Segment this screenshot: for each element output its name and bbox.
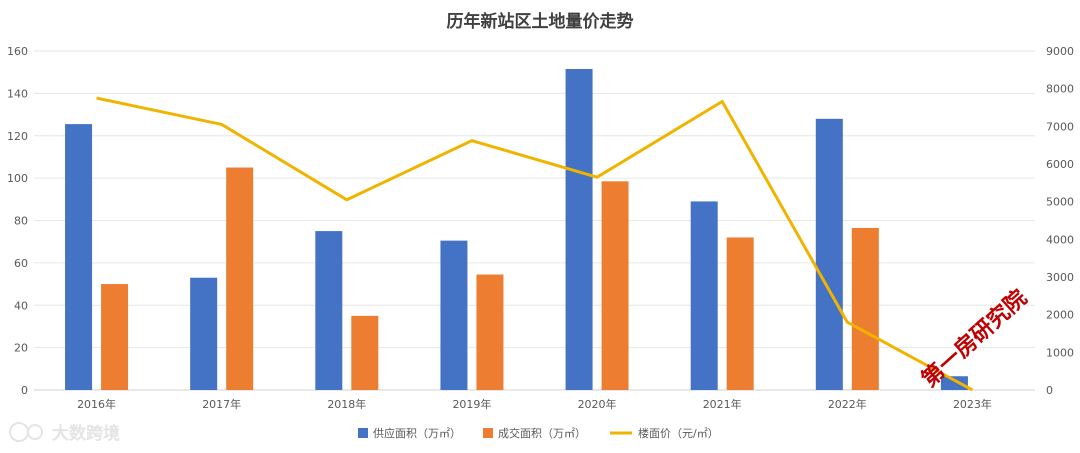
line-series bbox=[96, 96, 974, 392]
left-tick-label: 120 bbox=[7, 130, 28, 143]
x-axis-ticks: 2016年 2017年 2018年 2019年 2020年 2021年 2022年 2023年 bbox=[77, 397, 992, 411]
bar-transaction bbox=[601, 181, 629, 390]
right-tick-label: 0 bbox=[1046, 384, 1053, 397]
right-tick-label: 6000 bbox=[1046, 158, 1074, 171]
x-tick-label: 2017年 bbox=[202, 397, 241, 411]
logo-icon bbox=[9, 422, 43, 442]
right-tick-label: 8000 bbox=[1046, 83, 1074, 96]
x-tick-label: 2021年 bbox=[703, 397, 742, 411]
bar-supply bbox=[565, 69, 593, 391]
bar-supply bbox=[940, 376, 968, 390]
right-tick-label: 4000 bbox=[1046, 233, 1074, 246]
bar-supply bbox=[690, 201, 718, 390]
legend-swatch bbox=[358, 428, 368, 438]
legend-label: 供应面积（万㎡） bbox=[373, 426, 461, 440]
bar-transaction bbox=[851, 227, 879, 390]
x-tick-label: 2018年 bbox=[327, 397, 366, 411]
left-tick-label: 80 bbox=[14, 215, 28, 228]
left-tick-label: 40 bbox=[14, 299, 28, 312]
right-axis-ticks: 0 1000 2000 3000 4000 5000 6000 7000 8000 9000 bbox=[1046, 45, 1074, 397]
bar-series bbox=[65, 69, 968, 391]
legend-label: 楼面价（元/㎡） bbox=[638, 426, 719, 440]
bar-supply bbox=[315, 231, 343, 390]
bar-transaction bbox=[726, 237, 754, 390]
left-tick-label: 160 bbox=[7, 45, 28, 58]
logo-text: 大数跨境 bbox=[52, 423, 120, 444]
right-tick-label: 5000 bbox=[1046, 196, 1074, 209]
gridlines bbox=[34, 50, 1035, 391]
bar-transaction bbox=[351, 315, 379, 390]
legend: 供应面积（万㎡） 成交面积（万㎡） 楼面价（元/㎡） bbox=[358, 426, 719, 440]
bar-transaction bbox=[226, 167, 254, 390]
left-axis-ticks: 0 20 40 60 80 100 120 140 160 bbox=[7, 45, 28, 397]
bar-supply bbox=[440, 240, 468, 390]
x-tick-label: 2016年 bbox=[77, 397, 116, 411]
right-tick-label: 2000 bbox=[1046, 309, 1074, 322]
right-tick-label: 9000 bbox=[1046, 45, 1074, 58]
left-tick-label: 60 bbox=[14, 257, 28, 270]
left-tick-label: 20 bbox=[14, 342, 28, 355]
x-tick-label: 2020年 bbox=[578, 397, 617, 411]
x-tick-label: 2019年 bbox=[452, 397, 491, 411]
left-tick-label: 100 bbox=[7, 172, 28, 185]
right-tick-label: 1000 bbox=[1046, 346, 1074, 359]
bar-supply bbox=[65, 124, 93, 391]
bar-transaction bbox=[476, 274, 504, 390]
legend-swatch bbox=[483, 428, 493, 438]
logo-watermark: 大数跨境 bbox=[9, 422, 120, 444]
x-tick-label: 2022年 bbox=[828, 397, 867, 411]
bar-transaction bbox=[101, 284, 129, 390]
bar-supply bbox=[815, 118, 843, 391]
left-tick-label: 140 bbox=[7, 87, 28, 100]
bar-supply bbox=[190, 277, 218, 390]
x-tick-label: 2023年 bbox=[953, 397, 992, 411]
legend-label: 成交面积（万㎡） bbox=[498, 426, 586, 440]
left-tick-label: 0 bbox=[21, 384, 28, 397]
chart-title: 历年新站区土地量价走势 bbox=[447, 11, 634, 32]
right-tick-label: 3000 bbox=[1046, 271, 1074, 284]
research-watermark: 第一房研究院 bbox=[917, 285, 1033, 393]
right-tick-label: 7000 bbox=[1046, 120, 1074, 133]
floor-price-line bbox=[96, 96, 974, 392]
